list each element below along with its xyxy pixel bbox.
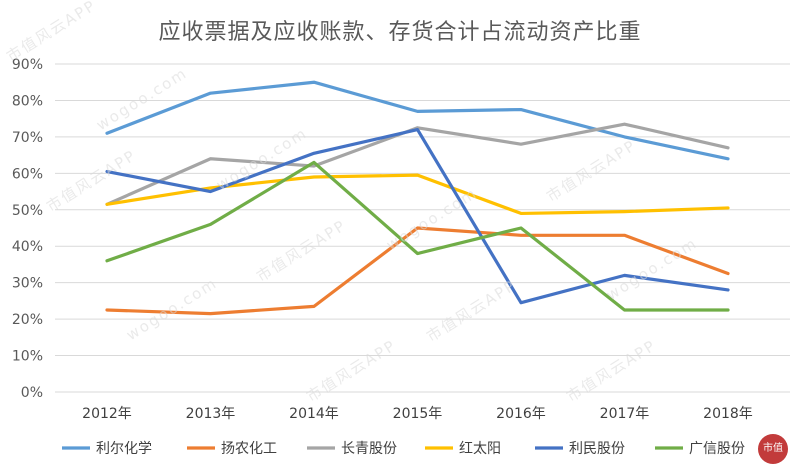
series-line	[105, 122, 730, 206]
gridlines	[55, 63, 790, 393]
x-tick-label: 2016年	[496, 406, 546, 422]
y-tick-label: 80%	[12, 93, 43, 109]
legend-label: 利民股份	[569, 441, 625, 457]
legend-item: 扬农化工	[187, 441, 277, 457]
y-tick-label: 90%	[12, 57, 43, 73]
series-line	[105, 173, 730, 216]
legend-label: 广信股份	[689, 441, 745, 457]
chart-title: 应收票据及应收账款、存货合计占流动资产比重	[158, 20, 642, 45]
x-tick-label: 2015年	[393, 406, 443, 422]
legend-label: 长青股份	[341, 441, 397, 457]
legend-item: 长青股份	[307, 441, 397, 457]
x-tick-label: 2013年	[186, 406, 236, 422]
legend-item: 红太阳	[425, 441, 501, 457]
y-tick-label: 50%	[12, 203, 43, 219]
y-tick-label: 30%	[12, 276, 43, 292]
brand-logo: 市值	[758, 434, 788, 464]
series-line	[105, 226, 730, 316]
series-line	[105, 160, 730, 312]
y-tick-label: 60%	[12, 166, 43, 182]
y-tick-label: 40%	[12, 239, 43, 255]
legend-label: 红太阳	[459, 441, 501, 457]
x-tick-label: 2017年	[600, 406, 650, 422]
series-line	[105, 128, 730, 305]
y-tick-label: 70%	[12, 130, 43, 146]
legend-label: 扬农化工	[221, 441, 277, 457]
legend-item: 广信股份	[655, 441, 745, 457]
x-axis-tick-labels: 2012年 2013年 2014年 2015年 2016年 2017年 2018年	[82, 406, 753, 422]
y-tick-label: 0%	[21, 385, 43, 401]
legend-item: 利尔化学	[62, 441, 152, 457]
series-line	[105, 80, 730, 161]
series-lines	[105, 80, 730, 316]
y-tick-label: 20%	[12, 312, 43, 328]
x-tick-label: 2012年	[82, 406, 132, 422]
legend-label: 利尔化学	[96, 441, 152, 457]
x-tick-label: 2018年	[703, 406, 753, 422]
legend: 利尔化学 扬农化工 长青股份 红太阳 利民股份 广信股份	[62, 441, 745, 457]
x-tick-label: 2014年	[289, 406, 339, 422]
legend-item: 利民股份	[535, 441, 625, 457]
y-axis-tick-labels: 0% 10% 20% 30% 40% 50% 60% 70% 80% 90%	[12, 57, 43, 401]
y-tick-label: 10%	[12, 349, 43, 365]
